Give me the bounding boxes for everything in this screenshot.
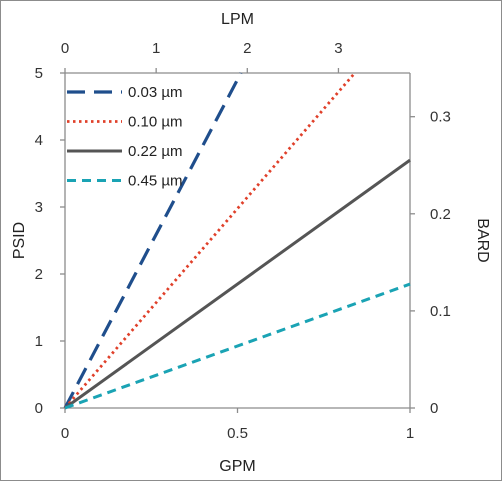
y-tick-label: 2 <box>35 266 43 283</box>
x2-tick-label: 1 <box>152 40 160 57</box>
y2-tick-label: 0 <box>430 400 438 417</box>
y-tick-label: 3 <box>35 199 43 216</box>
y2-tick-label: 0.3 <box>430 109 451 126</box>
legend-label-2: 0.10 µm <box>128 114 183 131</box>
x2-axis-title: LPM <box>221 11 254 28</box>
series-layer <box>63 72 411 410</box>
series-line-1 <box>63 72 243 409</box>
legend-label-3: 0.22 µm <box>128 143 183 160</box>
legend-label-4: 0.45 µm <box>128 173 183 190</box>
y-axis-title: PSID <box>11 222 28 259</box>
y-tick-label: 4 <box>35 132 43 149</box>
x-tick-label: 0 <box>61 425 69 442</box>
y-tick-label: 1 <box>35 333 43 350</box>
x2-tick-label: 3 <box>334 40 342 57</box>
x-tick-label: 1 <box>406 425 414 442</box>
legend-label-1: 0.03 µm <box>128 84 183 101</box>
y2-tick-label: 0.2 <box>430 206 451 223</box>
y2-axis-title: BARD <box>474 218 491 262</box>
series-line-3 <box>64 158 411 410</box>
legend: 0.03 µm 0.10 µm 0.22 µm 0.45 µm <box>67 84 183 190</box>
y2-tick-label: 0.1 <box>430 303 451 320</box>
x2-tick-label: 0 <box>61 40 69 57</box>
series-line-4 <box>64 282 411 410</box>
y-tick-label: 0 <box>35 400 43 417</box>
y-tick-label: 5 <box>35 65 43 82</box>
x-tick-label: 0.5 <box>227 425 248 442</box>
x-axis-title: GPM <box>219 458 255 475</box>
x2-tick-label: 2 <box>243 40 251 57</box>
series-line-2 <box>63 72 356 409</box>
